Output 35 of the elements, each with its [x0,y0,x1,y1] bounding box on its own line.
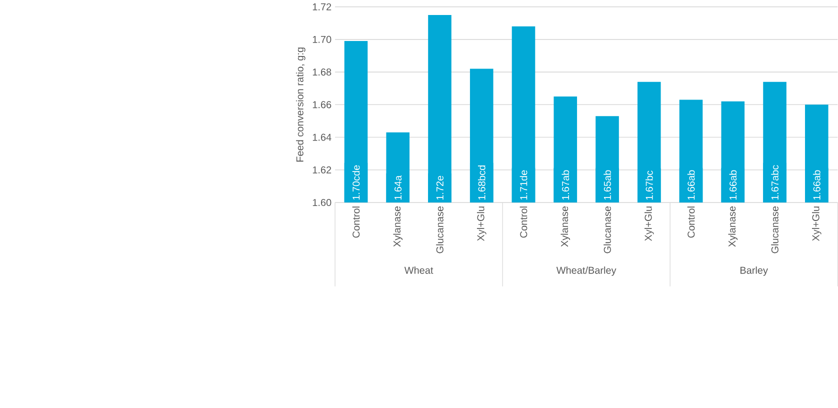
data-label: 1.67ab [562,170,570,200]
text: Wheat/Barley [556,266,616,276]
data-label: 1.66ab [687,170,695,200]
x-tick-label: Glucanase [436,206,444,254]
x-tick-label: Glucanase [771,206,778,254]
x-tick-label: Xylanase [393,206,403,247]
data-label: 1.70cde [352,165,360,200]
text: 1.68 [312,68,332,76]
data-label: 1.65ab [604,170,611,200]
x-tick-label: Xylanase [728,206,738,247]
data-label: 1.67abc [771,165,778,200]
text: 1.60 [312,198,332,206]
text: 1.62 [312,166,332,174]
x-tick-label: Glucanase [604,206,611,254]
data-label: 1.64a [394,175,402,200]
text: Barley [740,266,768,276]
data-label: 1.71de [520,170,528,200]
text: 1.64 [312,134,332,141]
text: 1.66 [312,101,332,108]
data-label: 1.68bcd [478,165,486,200]
x-tick-label: Xyl+Glu [644,206,654,241]
y-axis-title: Feed conversion ratio, g:g [296,48,306,162]
x-tick-label: Control [687,206,695,238]
text: Wheat [404,266,434,274]
x-tick-label: Control [352,206,360,238]
data-label: 1.67bc [646,170,653,200]
data-label: 1.72e [436,176,444,200]
data-label: 1.66ab [813,170,820,200]
data-label: 1.66ab [729,170,737,200]
x-tick-label: Xyl+Glu [812,206,822,241]
text: 1.70 [312,36,332,43]
x-tick-label: Xyl+Glu [476,206,486,241]
x-tick-label: Xylanase [560,206,570,247]
text: 1.72 [312,3,332,10]
x-tick-label: Control [520,206,528,238]
